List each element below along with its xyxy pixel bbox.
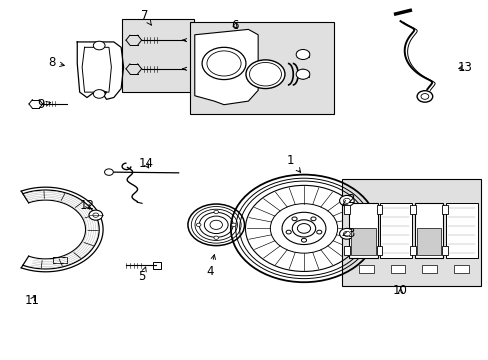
Circle shape xyxy=(285,230,291,234)
Circle shape xyxy=(89,210,102,220)
Circle shape xyxy=(316,230,321,234)
Circle shape xyxy=(296,49,309,59)
Circle shape xyxy=(245,60,285,89)
Circle shape xyxy=(104,169,113,175)
Circle shape xyxy=(339,195,353,206)
Bar xyxy=(344,246,349,255)
Circle shape xyxy=(93,90,105,98)
Circle shape xyxy=(196,223,201,226)
Circle shape xyxy=(301,238,306,242)
Bar xyxy=(350,228,375,255)
Bar xyxy=(348,203,377,258)
Bar xyxy=(414,203,443,258)
Text: 7: 7 xyxy=(141,9,151,25)
Circle shape xyxy=(214,210,218,213)
Bar xyxy=(53,257,67,262)
Bar xyxy=(376,246,382,255)
Text: 12: 12 xyxy=(80,199,95,212)
Circle shape xyxy=(209,220,222,229)
Bar xyxy=(122,19,193,92)
Circle shape xyxy=(202,47,245,80)
Bar xyxy=(390,265,405,273)
Text: 14: 14 xyxy=(138,157,153,170)
Text: 10: 10 xyxy=(392,284,407,297)
Circle shape xyxy=(416,91,432,102)
Bar xyxy=(379,203,411,258)
Text: 6: 6 xyxy=(230,19,238,32)
Text: 8: 8 xyxy=(48,56,64,69)
Bar xyxy=(358,265,373,273)
Circle shape xyxy=(297,224,310,233)
Bar xyxy=(422,265,436,273)
Bar xyxy=(153,262,161,269)
Circle shape xyxy=(291,217,297,221)
Text: 3: 3 xyxy=(342,226,354,239)
Bar xyxy=(376,206,382,215)
Circle shape xyxy=(310,217,315,221)
Text: 5: 5 xyxy=(138,267,146,283)
Bar xyxy=(442,206,447,215)
Bar xyxy=(341,179,481,286)
Bar xyxy=(189,22,333,114)
Bar xyxy=(409,246,415,255)
Text: 13: 13 xyxy=(457,60,471,73)
Text: 4: 4 xyxy=(206,255,215,278)
Circle shape xyxy=(296,69,309,79)
Circle shape xyxy=(93,41,105,50)
Text: 1: 1 xyxy=(286,154,300,172)
Text: 9: 9 xyxy=(37,98,51,111)
Polygon shape xyxy=(194,30,258,105)
Text: 11: 11 xyxy=(25,294,40,307)
Text: 2: 2 xyxy=(342,193,354,206)
Bar xyxy=(409,206,415,215)
Bar xyxy=(445,203,477,258)
Circle shape xyxy=(214,236,218,239)
Circle shape xyxy=(339,228,353,239)
Circle shape xyxy=(420,94,428,99)
Circle shape xyxy=(231,223,236,226)
Bar xyxy=(442,246,447,255)
Bar xyxy=(344,206,349,215)
Bar xyxy=(416,228,441,255)
Bar xyxy=(453,265,468,273)
